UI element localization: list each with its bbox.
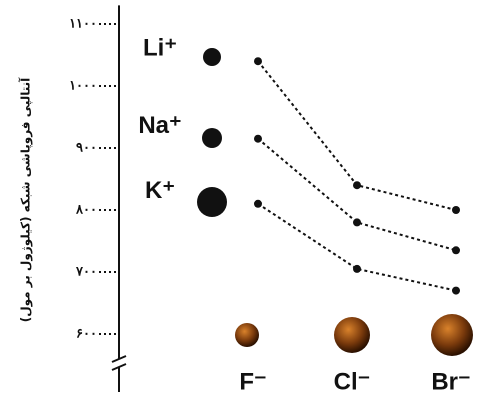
y-tick-label: ۸۰۰ — [75, 201, 97, 216]
y-axis-label: آنتالپی فروپاشی شبکه (کیلوژول بر مول) — [18, 77, 34, 322]
data-point — [452, 286, 460, 295]
li-ion — [203, 48, 221, 66]
y-tick-label: ۷۰۰ — [75, 263, 97, 278]
x-tick-label: F⁻ — [239, 368, 266, 395]
f-ion — [235, 323, 259, 347]
y-tick-label: ۱۱۰۰ — [69, 15, 97, 30]
x-tick-label: Br⁻ — [431, 368, 470, 395]
series-label: Li⁺ — [143, 35, 177, 62]
y-tick-label: ۱۰۰۰ — [69, 77, 97, 92]
br-ion — [431, 314, 473, 356]
data-point — [452, 246, 460, 255]
data-point — [254, 57, 262, 66]
series-line — [257, 202, 457, 292]
series-label: Na⁺ — [138, 112, 181, 139]
k-ion — [197, 187, 227, 217]
series-label: K⁺ — [145, 177, 175, 204]
data-point — [254, 134, 262, 143]
y-tick-label: ۹۰۰ — [76, 139, 97, 154]
data-point — [353, 181, 361, 190]
na-ion — [202, 128, 222, 148]
data-point — [254, 199, 262, 208]
x-tick-label: Cl⁻ — [334, 368, 371, 395]
data-point — [353, 218, 361, 227]
cl-ion — [334, 317, 370, 353]
series-line — [257, 137, 457, 252]
data-point — [452, 206, 460, 214]
y-tick-label: ۶۰۰ — [76, 325, 97, 340]
data-point — [353, 264, 361, 273]
